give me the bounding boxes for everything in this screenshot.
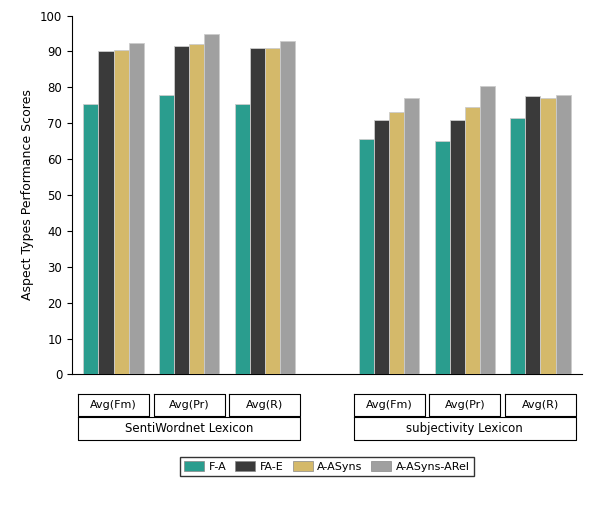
- Bar: [510, 118, 526, 374]
- Bar: [526, 96, 541, 374]
- Bar: [541, 98, 556, 374]
- Text: Avg(Pr): Avg(Pr): [445, 400, 485, 410]
- Bar: [480, 86, 495, 374]
- Bar: [159, 95, 174, 374]
- Text: Avg(Pr): Avg(Pr): [169, 400, 209, 410]
- Bar: [235, 103, 250, 374]
- Bar: [556, 95, 571, 374]
- Bar: [434, 141, 450, 374]
- Legend: F-A, FA-E, A-ASyns, A-ASyns-ARel: F-A, FA-E, A-ASyns, A-ASyns-ARel: [180, 457, 474, 476]
- Bar: [98, 51, 113, 374]
- Bar: [113, 50, 128, 374]
- Bar: [265, 48, 280, 374]
- Y-axis label: Aspect Types Performance Scores: Aspect Types Performance Scores: [22, 89, 34, 301]
- Bar: [250, 48, 265, 374]
- Bar: [465, 107, 480, 374]
- Text: Avg(R): Avg(R): [246, 400, 283, 410]
- Bar: [450, 120, 465, 374]
- Bar: [83, 103, 98, 374]
- Bar: [404, 98, 419, 374]
- Bar: [374, 120, 389, 374]
- Bar: [280, 41, 295, 374]
- Bar: [359, 139, 374, 374]
- Text: subjectivity Lexicon: subjectivity Lexicon: [406, 422, 523, 435]
- Text: Avg(Fm): Avg(Fm): [90, 400, 137, 410]
- Bar: [389, 112, 404, 374]
- Text: Avg(R): Avg(R): [522, 400, 559, 410]
- Bar: [204, 33, 220, 374]
- Bar: [189, 44, 204, 374]
- Text: SentiWordnet Lexicon: SentiWordnet Lexicon: [125, 422, 253, 435]
- Bar: [174, 46, 189, 374]
- Text: Avg(Fm): Avg(Fm): [366, 400, 413, 410]
- Bar: [128, 43, 144, 374]
